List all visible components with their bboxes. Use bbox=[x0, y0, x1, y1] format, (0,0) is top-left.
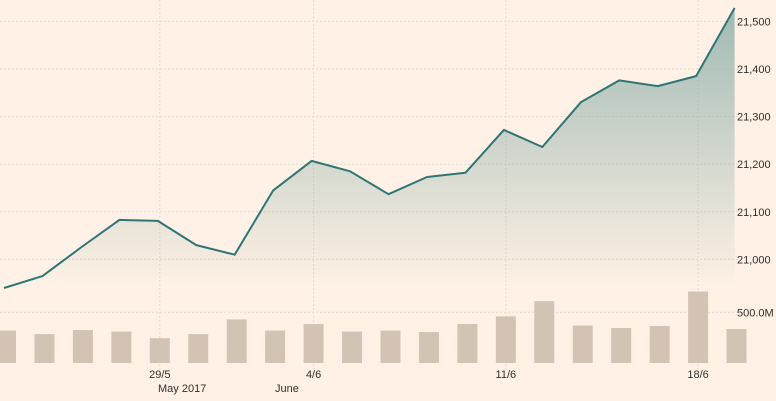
volume-bar bbox=[111, 331, 132, 363]
volume-tick-label: 500.0M bbox=[737, 307, 774, 319]
x-period-label: June bbox=[275, 383, 299, 395]
volume-bar bbox=[611, 328, 632, 363]
volume-bar bbox=[418, 332, 439, 363]
volume-bar bbox=[572, 325, 593, 363]
volume-bar bbox=[457, 323, 478, 363]
y-tick-label: 21,500 bbox=[737, 16, 771, 28]
volume-bar bbox=[226, 319, 247, 363]
x-tick-label: 18/6 bbox=[687, 369, 708, 381]
volume-bar bbox=[534, 301, 555, 363]
y-tick-label: 21,200 bbox=[737, 159, 771, 171]
volume-bar bbox=[342, 331, 363, 363]
volume-bar bbox=[72, 330, 93, 363]
y-tick-label: 21,100 bbox=[737, 207, 771, 219]
x-tick-label: 4/6 bbox=[306, 369, 321, 381]
volume-bar bbox=[303, 323, 324, 363]
price-area bbox=[4, 8, 735, 288]
volume-bar bbox=[149, 338, 170, 363]
volume-bar bbox=[380, 330, 401, 363]
volume-bar bbox=[688, 291, 709, 363]
volume-bar bbox=[726, 329, 747, 363]
x-period-label: May 2017 bbox=[158, 383, 206, 395]
volume-bar bbox=[188, 334, 209, 363]
price-line bbox=[3, 7, 736, 289]
volume-bar bbox=[265, 330, 286, 363]
volume-bar bbox=[649, 325, 670, 363]
y-tick-label: 21,400 bbox=[737, 64, 771, 76]
x-tick-label: 29/5 bbox=[149, 369, 170, 381]
volume-bar bbox=[495, 316, 516, 363]
y-tick-label: 21,000 bbox=[737, 254, 771, 266]
y-tick-label: 21,300 bbox=[737, 112, 771, 124]
volume-bar bbox=[0, 330, 16, 363]
volume-bar bbox=[34, 334, 55, 363]
x-tick-label: 11/6 bbox=[496, 369, 517, 381]
